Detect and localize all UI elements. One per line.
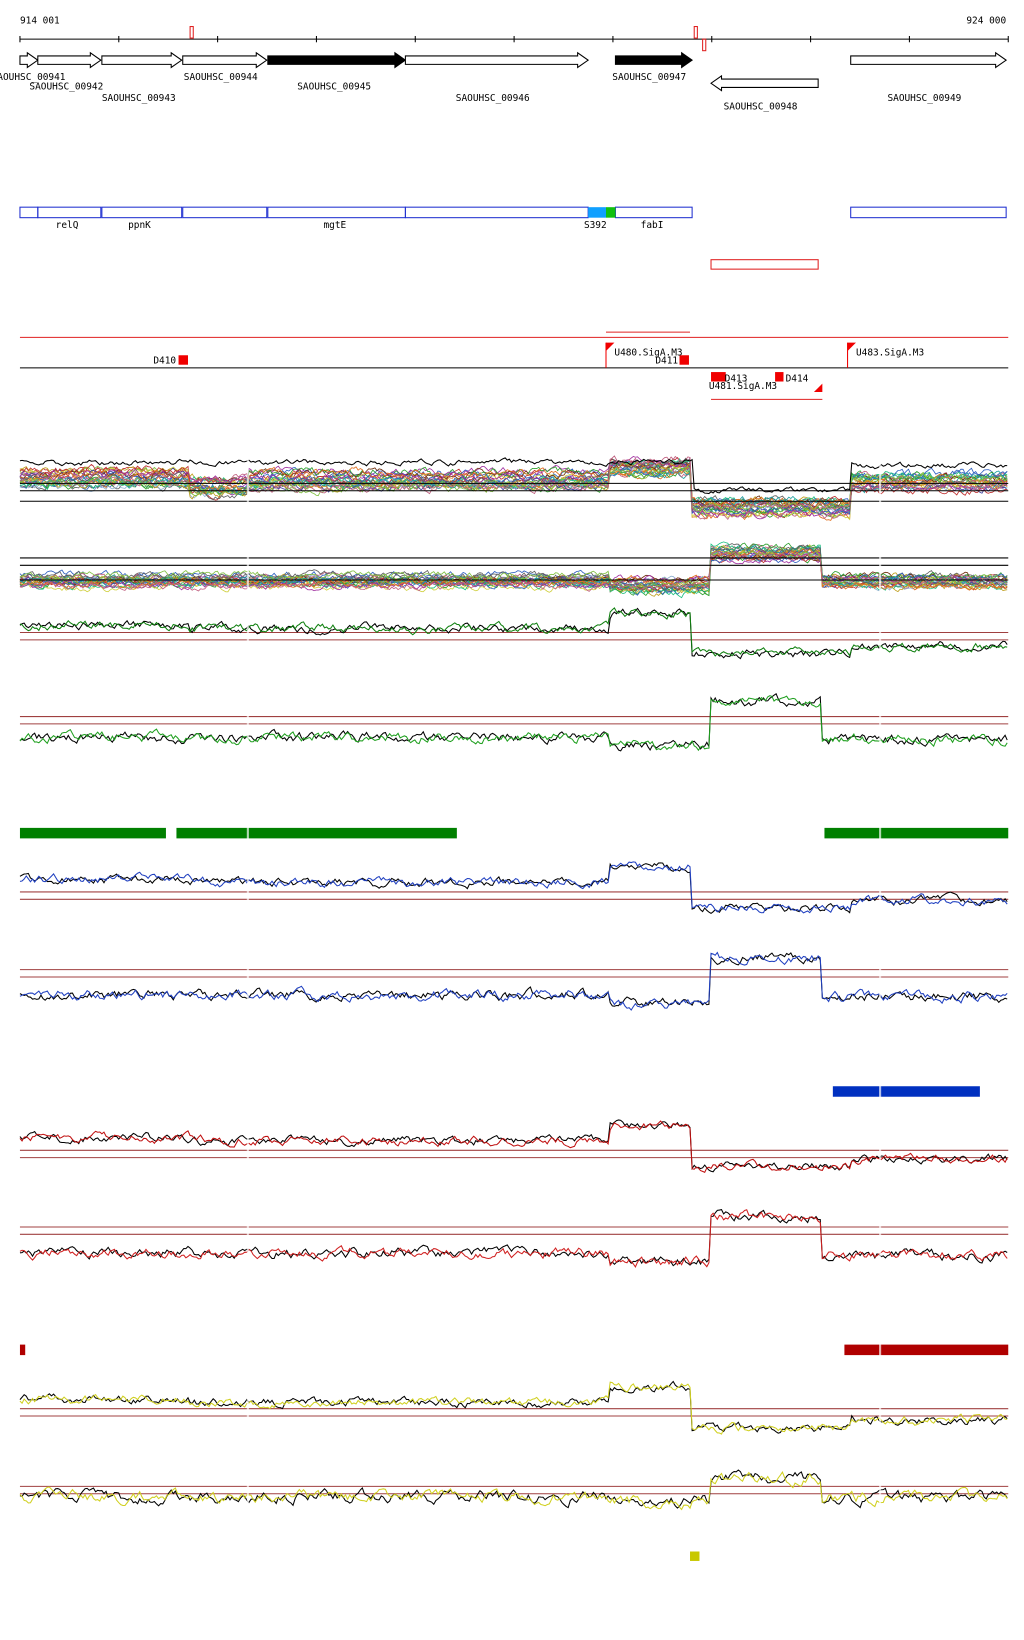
gene-arrow [182, 51, 268, 69]
signal-line [19, 550, 1008, 589]
gene-arrow [19, 51, 39, 69]
signal-line [19, 550, 1008, 592]
feature-box [182, 206, 268, 219]
feature-box [101, 206, 183, 219]
feature-label: relQ [56, 220, 79, 231]
gene-label: SAOUHSC_00948 [724, 102, 798, 113]
feature-box [404, 206, 589, 219]
gene-label: SAOUHSC_00942 [29, 82, 103, 93]
signal-line [19, 607, 1008, 657]
annotation-mark [711, 372, 726, 382]
annotation-mark [178, 355, 188, 365]
annotation-label: U483.SigA.M3 [856, 347, 924, 358]
signal-line [19, 548, 1008, 591]
annotation-label: D414 [786, 374, 809, 385]
signal-line [19, 1469, 1008, 1509]
feature-box [710, 259, 819, 270]
feature-label: S392 [584, 220, 607, 231]
signal-line [19, 951, 1008, 1011]
annotation-label: D413 [725, 374, 748, 385]
gene-arrow [267, 51, 407, 69]
annotation-mark [679, 355, 689, 365]
signal-line [19, 466, 1008, 508]
signal-line [19, 1381, 1008, 1435]
signal-line [19, 458, 1008, 512]
signal-line [19, 549, 1008, 597]
annotation-label: D411 [655, 356, 678, 367]
signal-line [19, 468, 1008, 521]
feature-box [605, 207, 616, 218]
feature-label: fabI [641, 220, 664, 231]
gene-arrow [101, 51, 183, 69]
signal-line [19, 457, 1008, 495]
region-bar [176, 827, 457, 839]
signal-line [19, 1470, 1008, 1511]
region-bar [19, 1344, 26, 1356]
feature-box [19, 206, 39, 219]
signal-line [19, 542, 1008, 597]
promoter-flag [847, 342, 856, 352]
region-bar [19, 827, 166, 839]
region-bar [690, 1551, 700, 1561]
marker [189, 26, 194, 39]
gene-label: SAOUHSC_00945 [297, 82, 371, 93]
region-bar [832, 1086, 980, 1097]
signal-line [19, 466, 1008, 513]
signal-line [19, 553, 1008, 586]
gene-arrow [404, 51, 590, 69]
signal-line [19, 861, 1008, 914]
region-bar [844, 1344, 1009, 1356]
signal-line [19, 1209, 1008, 1267]
feature-box [614, 206, 693, 219]
feature-label: ppnK [128, 220, 151, 231]
promoter-flag [813, 383, 823, 393]
signal-line [19, 541, 1008, 599]
signal-line [19, 1380, 1008, 1434]
marker [693, 26, 698, 39]
signal-line [19, 549, 1008, 592]
gene-arrow [710, 74, 819, 92]
signal-line [19, 952, 1008, 1008]
signal-line [19, 1209, 1008, 1268]
feature-box [267, 206, 406, 219]
feature-box [588, 207, 606, 218]
gene-arrow [614, 51, 694, 69]
signal-line [19, 1120, 1008, 1174]
promoter-flag [605, 342, 615, 352]
annotation-label: U480.SigA.M3 [614, 347, 682, 358]
signal-line [19, 692, 1008, 752]
signal-line [19, 465, 1008, 516]
annotation-mark [775, 372, 784, 382]
annotation-label: D410 [153, 356, 176, 367]
gene-label: SAOUHSC_00947 [612, 72, 686, 83]
gene-label: SAOUHSC_00946 [456, 93, 530, 104]
gene-arrow [850, 51, 1008, 69]
feature-box [37, 206, 102, 219]
signal-line [19, 695, 1008, 752]
ruler-end: 924 000 [966, 15, 1006, 26]
marker [702, 38, 707, 52]
signal-line [19, 607, 1008, 660]
gene-label: SAOUHSC_00943 [102, 93, 176, 104]
gene-label: SAOUHSC_00949 [887, 93, 961, 104]
gene-label: SAOUHSC_00944 [184, 72, 258, 83]
gene-arrow [37, 51, 102, 69]
feature-label: mgtE [323, 220, 346, 231]
region-bar [824, 827, 1009, 839]
signal-line [19, 862, 1008, 914]
ruler-start: 914 001 [20, 15, 60, 26]
gene-label: SAOUHSC_00941 [0, 72, 66, 83]
annotation-label: U481.SigA.M3 [709, 381, 777, 392]
feature-box [850, 206, 1007, 219]
